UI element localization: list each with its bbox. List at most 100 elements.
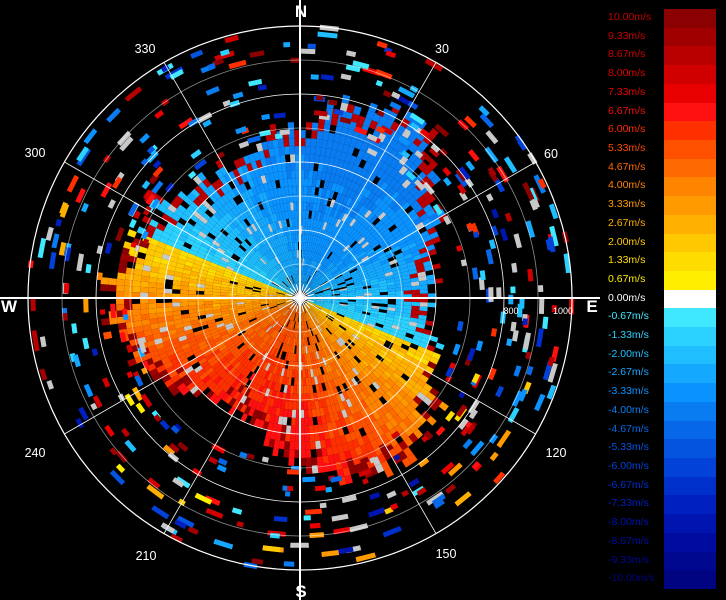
velocity-bin bbox=[414, 331, 423, 338]
velocity-bin bbox=[354, 140, 363, 150]
velocity-bin bbox=[294, 449, 300, 458]
velocity-bin bbox=[195, 207, 205, 216]
velocity-bin bbox=[239, 276, 248, 281]
velocity-bin bbox=[300, 282, 303, 291]
velocity-bin bbox=[177, 258, 186, 265]
velocity-bin bbox=[331, 421, 338, 430]
velocity-bin bbox=[422, 181, 435, 195]
velocity-bin bbox=[416, 486, 427, 496]
velocity-bin bbox=[382, 135, 392, 146]
velocity-bin bbox=[390, 327, 399, 334]
velocity-bin bbox=[389, 168, 399, 179]
velocity-bin bbox=[356, 175, 364, 185]
velocity-bin bbox=[313, 335, 318, 344]
velocity-bin bbox=[187, 354, 197, 362]
velocity-bin bbox=[384, 232, 393, 240]
velocity-bin bbox=[363, 231, 372, 240]
velocity-bin bbox=[236, 234, 245, 243]
velocity-bin bbox=[253, 265, 262, 272]
velocity-bin bbox=[239, 315, 248, 320]
velocity-bin bbox=[363, 189, 372, 199]
velocity-bin bbox=[253, 307, 262, 312]
velocity-bin bbox=[306, 250, 310, 259]
velocity-bin bbox=[172, 293, 181, 298]
velocity-bin bbox=[316, 211, 322, 221]
velocity-bin bbox=[257, 201, 264, 211]
velocity-bin bbox=[326, 165, 333, 174]
velocity-bin bbox=[307, 312, 312, 320]
velocity-bin bbox=[445, 483, 457, 494]
velocity-bin bbox=[183, 196, 193, 206]
velocity-bin bbox=[310, 401, 316, 410]
velocity-bin bbox=[284, 491, 291, 497]
velocity-bin bbox=[336, 546, 354, 555]
velocity-bin bbox=[374, 463, 385, 474]
velocity-bin bbox=[250, 195, 258, 205]
velocity-bin bbox=[286, 268, 291, 277]
velocity-bin bbox=[269, 306, 278, 310]
velocity-bin bbox=[278, 350, 283, 359]
velocity-bin bbox=[186, 205, 196, 215]
legend-label: -3.33m/s bbox=[608, 385, 649, 398]
velocity-bin bbox=[268, 346, 274, 355]
velocity-bin bbox=[363, 345, 372, 353]
velocity-bin bbox=[262, 322, 270, 329]
velocity-bin bbox=[216, 188, 225, 198]
velocity-bin bbox=[514, 134, 524, 145]
velocity-bin bbox=[277, 314, 284, 321]
velocity-bin bbox=[284, 210, 289, 220]
velocity-bin bbox=[355, 420, 364, 430]
velocity-bin bbox=[317, 424, 324, 433]
velocity-bin bbox=[220, 305, 229, 310]
velocity-bin bbox=[287, 485, 294, 492]
velocity-bin bbox=[341, 334, 349, 341]
velocity-bin bbox=[301, 305, 304, 314]
velocity-bin bbox=[342, 425, 350, 435]
velocity-bin bbox=[174, 267, 184, 274]
velocity-bin bbox=[462, 438, 473, 450]
velocity-bin bbox=[284, 146, 290, 155]
velocity-bin bbox=[315, 299, 324, 302]
velocity-bin bbox=[268, 300, 277, 303]
velocity-bin bbox=[406, 365, 416, 375]
velocity-bin bbox=[506, 338, 513, 347]
velocity-bin bbox=[318, 255, 324, 264]
legend-entry: 4.00m/s bbox=[606, 177, 716, 197]
velocity-bin bbox=[236, 291, 245, 295]
velocity-bin bbox=[186, 381, 196, 391]
velocity-bin bbox=[288, 251, 292, 260]
velocity-bin bbox=[338, 230, 345, 239]
velocity-bin bbox=[287, 302, 294, 308]
velocity-bin bbox=[307, 178, 313, 187]
velocity-bin bbox=[208, 246, 217, 253]
velocity-bin bbox=[165, 365, 176, 374]
velocity-bin bbox=[361, 434, 371, 445]
velocity-bin bbox=[326, 389, 333, 398]
velocity-bin bbox=[413, 354, 423, 362]
velocity-bin bbox=[276, 255, 282, 264]
velocity-bin bbox=[267, 215, 273, 224]
velocity-bin bbox=[142, 205, 152, 216]
velocity-bin bbox=[190, 343, 200, 351]
velocity-bin bbox=[415, 262, 425, 269]
velocity-bin bbox=[542, 316, 549, 330]
velocity-bin bbox=[217, 457, 228, 466]
velocity-bin bbox=[354, 309, 363, 314]
velocity-bin bbox=[311, 251, 315, 260]
velocity-bin bbox=[296, 321, 299, 330]
velocity-bin bbox=[422, 396, 433, 406]
legend-label: 5.33m/s bbox=[608, 141, 646, 154]
velocity-bin bbox=[305, 285, 311, 293]
velocity-bin bbox=[246, 260, 255, 267]
velocity-bin bbox=[349, 138, 358, 148]
velocity-bin bbox=[388, 224, 398, 233]
velocity-bin bbox=[303, 305, 308, 313]
legend-entry: -6.67m/s bbox=[606, 476, 716, 496]
velocity-bin bbox=[222, 335, 231, 342]
velocity-bin bbox=[285, 310, 292, 318]
velocity-bin bbox=[385, 367, 395, 376]
velocity-bin bbox=[332, 395, 339, 405]
velocity-bin bbox=[192, 241, 202, 249]
velocity-bin bbox=[211, 202, 220, 212]
velocity-bin bbox=[310, 146, 316, 155]
